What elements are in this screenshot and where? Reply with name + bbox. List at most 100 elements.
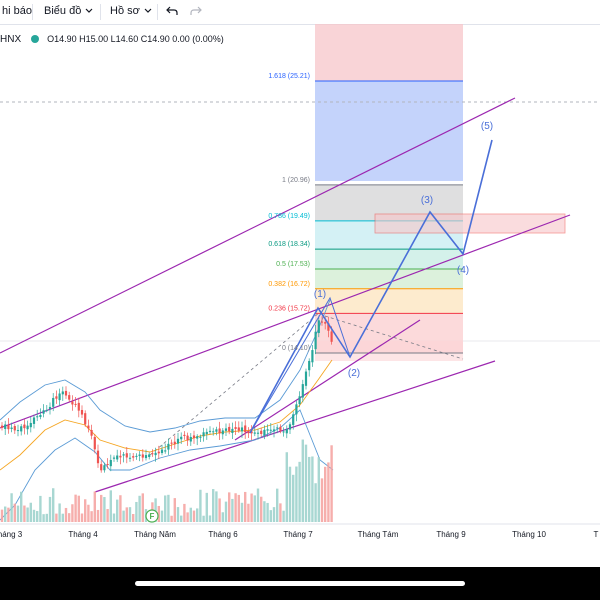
volume-bar [288, 466, 292, 522]
wave-label-4: (4) [457, 265, 469, 276]
candle-body [45, 409, 48, 411]
toolbar-divider [32, 4, 33, 20]
candle-body [240, 427, 244, 432]
candle-body [260, 430, 263, 434]
volume-bar [96, 509, 100, 522]
volume-bar [164, 495, 167, 522]
candle-body [87, 425, 90, 429]
volume-bar [74, 494, 77, 522]
candle-body [282, 431, 285, 433]
bollinger-lower-line [0, 409, 334, 521]
elliott-wave-subpath [249, 296, 351, 434]
volume-bar [212, 489, 215, 522]
channel-lower-line [94, 360, 496, 493]
volume-bar [324, 466, 327, 522]
volume-bar [29, 502, 32, 522]
candle-body [160, 449, 164, 454]
volume-bar [298, 461, 301, 522]
candle-body [250, 431, 253, 434]
candle-body [106, 463, 109, 465]
volume-bar [186, 512, 189, 522]
volume-bar [228, 492, 231, 522]
volume-bar [173, 498, 176, 522]
candle-body [125, 453, 128, 458]
profile-menu[interactable]: Hồ sơ [110, 5, 152, 17]
candle-body [157, 451, 160, 454]
volume-bar [128, 507, 132, 522]
candle-body [269, 429, 272, 431]
volume-bar [122, 510, 125, 522]
price-chart[interactable]: 1.618 (25.21) 1 (20.96) 0.786 (19.49) 0.618… [0, 24, 600, 567]
fib-zone [315, 288, 463, 314]
volume-bar [269, 510, 272, 522]
chart-menu[interactable]: Biểu đồ [44, 5, 93, 17]
volume-bar [192, 510, 196, 522]
candle-body [103, 465, 106, 471]
candle-body [263, 429, 266, 436]
time-axis-label: háng 3 [0, 530, 23, 539]
volume-bar [48, 496, 52, 522]
candle-body [330, 331, 333, 342]
volume-bar [80, 513, 84, 522]
fib-level-label: 0.5 (17.53) [276, 261, 310, 268]
time-axis-label: Tháng 6 [208, 530, 238, 539]
event-marker-icon[interactable] [145, 509, 159, 523]
candle-body [180, 436, 183, 440]
alerts-menu[interactable]: hi báo [2, 5, 32, 17]
volume-bar [263, 501, 266, 522]
candle-body [234, 427, 237, 429]
volume-bar [106, 509, 109, 522]
time-axis-label: Tháng 9 [436, 530, 466, 539]
candle-body [0, 425, 4, 428]
chevron-down-icon [85, 8, 93, 13]
volume-bar [58, 503, 61, 522]
volume-bar [205, 492, 208, 522]
volume-bar [10, 493, 13, 522]
candle-body [196, 436, 199, 439]
volume-bar [311, 456, 314, 522]
candle-body [138, 454, 141, 456]
candle-body [279, 426, 282, 431]
redo-icon [190, 6, 202, 15]
candle-body [84, 413, 87, 425]
volume-bar [167, 494, 170, 522]
candle-body [119, 455, 122, 458]
time-axis-label: Tháng 4 [68, 530, 98, 539]
candle-body [7, 424, 10, 430]
candle-body [288, 424, 292, 430]
volume-bar [71, 504, 74, 522]
candle-body [199, 436, 202, 438]
volume-bar [77, 495, 80, 522]
time-axis-label: Tháng Tám [358, 530, 399, 539]
volume-bar [32, 509, 36, 522]
candle-body [144, 455, 148, 459]
fib-zone [315, 249, 463, 269]
candle-body [26, 425, 29, 430]
fib-zone [315, 268, 463, 289]
volume-bar [61, 513, 64, 522]
candle-body [292, 414, 295, 425]
fib-level-label: 0.382 (16.72) [268, 281, 310, 288]
volume-bar [282, 510, 285, 522]
target-zone-red [315, 24, 463, 81]
candle-body [256, 432, 260, 434]
fib-level-label: 0.786 (19.49) [268, 213, 310, 220]
projection-dashed-line [324, 315, 464, 360]
candle-body [237, 427, 240, 431]
volume-bar [231, 498, 234, 522]
candle-body [55, 396, 58, 399]
candle-body [10, 427, 13, 429]
volume-bar [189, 507, 192, 522]
wave-label-1: (1) [314, 289, 326, 300]
redo-button[interactable] [190, 6, 202, 16]
candle-body [42, 410, 45, 414]
volume-bar [132, 514, 135, 522]
market-status-icon [31, 35, 40, 43]
exchange-label: HNX [0, 33, 22, 45]
undo-button[interactable] [166, 6, 178, 16]
volume-bar [272, 507, 276, 522]
volume-bar [247, 503, 250, 522]
candle-body [90, 430, 93, 436]
volume-bar [208, 515, 212, 522]
chevron-down-icon [144, 8, 152, 13]
